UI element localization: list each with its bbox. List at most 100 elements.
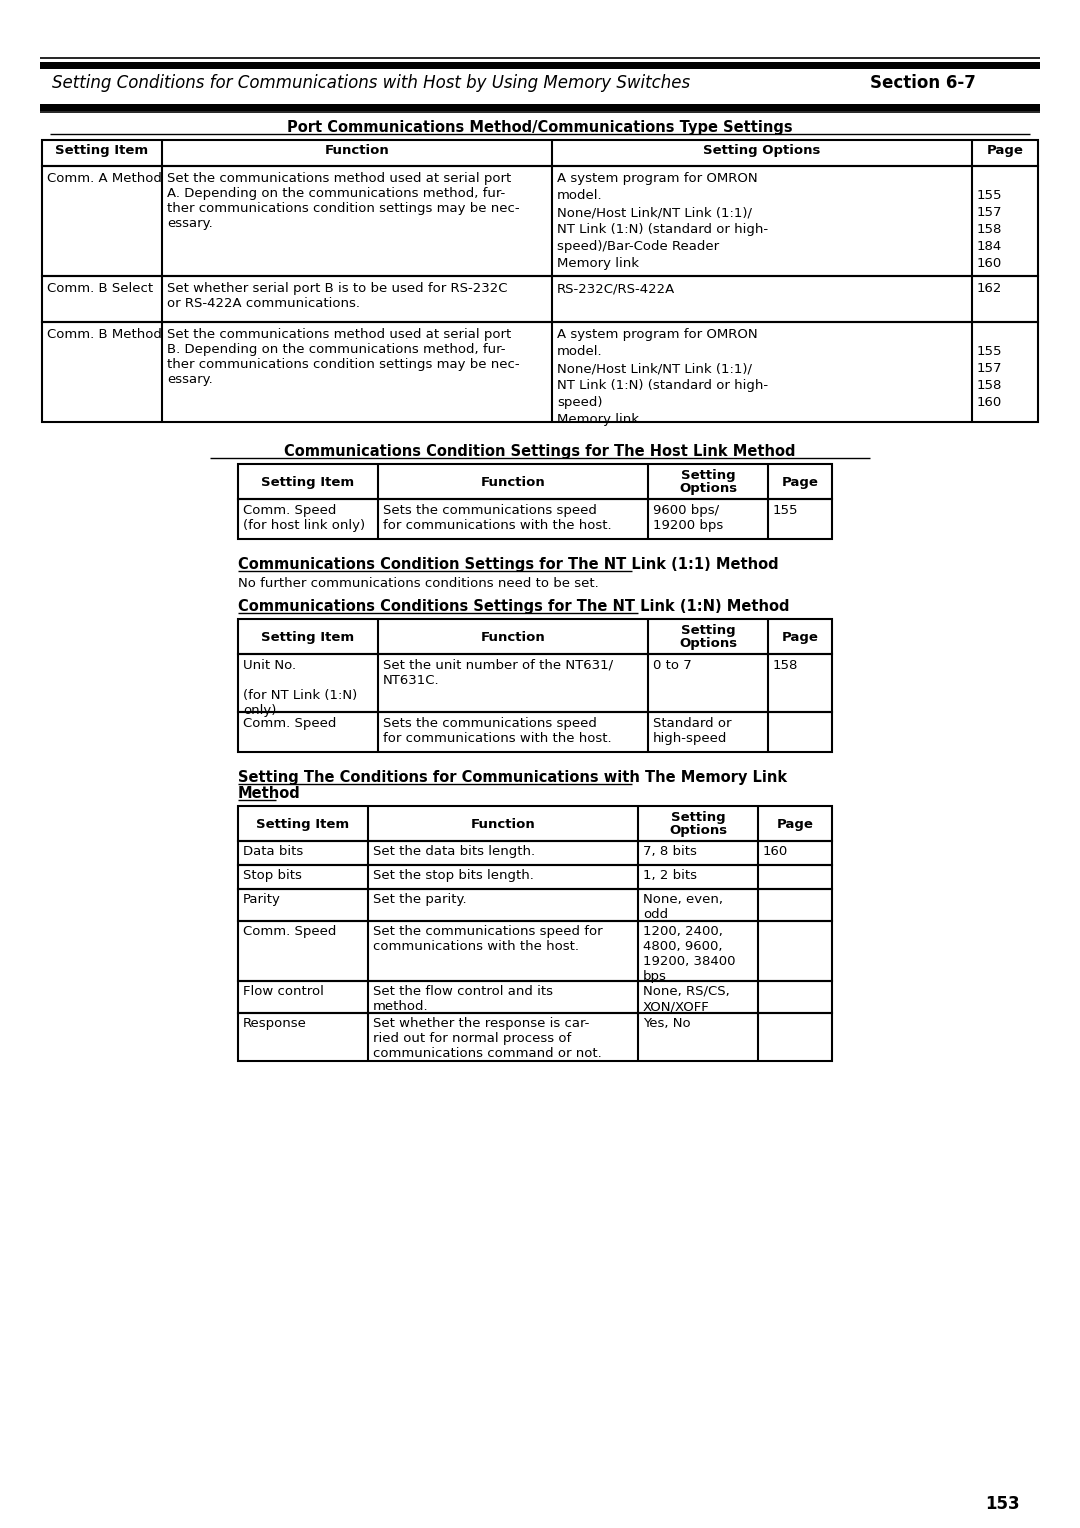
Text: Page: Page xyxy=(777,817,813,831)
Text: Setting Item: Setting Item xyxy=(256,817,350,831)
Text: Page: Page xyxy=(782,631,819,643)
Text: Comm. Speed: Comm. Speed xyxy=(243,717,336,730)
Text: NT Link (1:N) (standard or high-: NT Link (1:N) (standard or high- xyxy=(557,379,768,393)
Bar xyxy=(42,322,1038,422)
Text: 1200, 2400,
4800, 9600,
19200, 38400
bps: 1200, 2400, 4800, 9600, 19200, 38400 bps xyxy=(643,924,735,983)
Text: Setting: Setting xyxy=(680,623,735,637)
Text: Setting Options: Setting Options xyxy=(703,144,821,157)
Text: Function: Function xyxy=(471,817,536,831)
Text: Communications Condition Settings for The NT Link (1:1) Method: Communications Condition Settings for Th… xyxy=(238,558,779,571)
Bar xyxy=(238,840,832,865)
Text: No further communications conditions need to be set.: No further communications conditions nee… xyxy=(238,578,598,590)
Bar xyxy=(238,981,832,1013)
Text: Set the unit number of the NT631/
NT631C.: Set the unit number of the NT631/ NT631C… xyxy=(383,659,613,688)
Bar xyxy=(238,1013,832,1060)
Text: Comm. Speed
(for host link only): Comm. Speed (for host link only) xyxy=(243,504,365,532)
Text: A system program for OMRON: A system program for OMRON xyxy=(557,329,758,341)
Bar xyxy=(42,167,1038,277)
Bar xyxy=(238,465,832,500)
Bar xyxy=(238,805,832,840)
Text: 158: 158 xyxy=(773,659,798,672)
Text: Sets the communications speed
for communications with the host.: Sets the communications speed for commun… xyxy=(383,717,611,746)
Text: Communications Conditions Settings for The NT Link (1:N) Method: Communications Conditions Settings for T… xyxy=(238,599,789,614)
Text: Sets the communications speed
for communications with the host.: Sets the communications speed for commun… xyxy=(383,504,611,532)
Bar xyxy=(238,712,832,752)
Bar xyxy=(42,141,1038,167)
Text: 7, 8 bits: 7, 8 bits xyxy=(643,845,697,859)
Text: Section 6-7: Section 6-7 xyxy=(870,73,976,92)
Bar xyxy=(238,865,832,889)
Text: Yes, No: Yes, No xyxy=(643,1018,690,1030)
Text: 153: 153 xyxy=(985,1494,1020,1513)
Text: Set the data bits length.: Set the data bits length. xyxy=(373,845,535,859)
Text: Setting Conditions for Communications with Host by Using Memory Switches: Setting Conditions for Communications wi… xyxy=(52,73,690,92)
Text: 1, 2 bits: 1, 2 bits xyxy=(643,869,697,882)
Text: 157: 157 xyxy=(977,206,1002,219)
Text: Set the communications method used at serial port
B. Depending on the communicat: Set the communications method used at se… xyxy=(167,329,519,387)
Text: 0 to 7: 0 to 7 xyxy=(653,659,692,672)
Text: Setting The Conditions for Communications with The Memory Link: Setting The Conditions for Communication… xyxy=(238,770,787,785)
Text: 157: 157 xyxy=(977,362,1002,374)
Text: Options: Options xyxy=(679,481,737,495)
Text: 160: 160 xyxy=(977,257,1002,270)
Text: Unit No.

(for NT Link (1:N)
only): Unit No. (for NT Link (1:N) only) xyxy=(243,659,357,717)
Text: 155: 155 xyxy=(977,189,1002,202)
Bar xyxy=(42,277,1038,322)
Text: model.: model. xyxy=(557,189,603,202)
Text: Setting: Setting xyxy=(671,811,726,824)
Text: Data bits: Data bits xyxy=(243,845,303,859)
Text: 158: 158 xyxy=(977,223,1002,235)
Text: Setting: Setting xyxy=(680,469,735,481)
Text: Communications Condition Settings for The Host Link Method: Communications Condition Settings for Th… xyxy=(284,445,796,458)
Text: speed)/Bar-Code Reader: speed)/Bar-Code Reader xyxy=(557,240,719,254)
Text: Port Communications Method/Communications Type Settings: Port Communications Method/Communication… xyxy=(287,121,793,134)
Text: speed): speed) xyxy=(557,396,603,410)
Text: Memory link: Memory link xyxy=(557,257,639,270)
Text: Function: Function xyxy=(481,631,545,643)
Text: Comm. A Method: Comm. A Method xyxy=(48,173,162,185)
Text: Function: Function xyxy=(481,477,545,489)
Text: 155: 155 xyxy=(977,345,1002,358)
Text: Set the communications speed for
communications with the host.: Set the communications speed for communi… xyxy=(373,924,603,953)
Text: Standard or
high-speed: Standard or high-speed xyxy=(653,717,731,746)
Bar xyxy=(238,619,832,654)
Text: None/Host Link/NT Link (1:1)/: None/Host Link/NT Link (1:1)/ xyxy=(557,206,752,219)
Text: Set whether serial port B is to be used for RS-232C
or RS-422A communications.: Set whether serial port B is to be used … xyxy=(167,283,508,310)
Bar xyxy=(238,889,832,921)
Text: 158: 158 xyxy=(977,379,1002,393)
Text: 162: 162 xyxy=(977,283,1002,295)
Text: Page: Page xyxy=(986,144,1024,157)
Text: A system program for OMRON: A system program for OMRON xyxy=(557,173,758,185)
Text: Parity: Parity xyxy=(243,892,281,906)
Text: Comm. B Select: Comm. B Select xyxy=(48,283,153,295)
Text: Comm. B Method: Comm. B Method xyxy=(48,329,162,341)
Text: Response: Response xyxy=(243,1018,307,1030)
Text: Set whether the response is car-
ried out for normal process of
communications c: Set whether the response is car- ried ou… xyxy=(373,1018,602,1060)
Bar xyxy=(40,104,1040,112)
Text: Memory link: Memory link xyxy=(557,413,639,426)
Text: None, RS/CS,
XON/XOFF: None, RS/CS, XON/XOFF xyxy=(643,986,730,1013)
Text: 160: 160 xyxy=(977,396,1002,410)
Text: Set the stop bits length.: Set the stop bits length. xyxy=(373,869,534,882)
Text: Page: Page xyxy=(782,477,819,489)
Text: model.: model. xyxy=(557,345,603,358)
Text: Setting Item: Setting Item xyxy=(261,631,354,643)
Text: 155: 155 xyxy=(773,504,798,516)
Text: Method: Method xyxy=(238,785,300,801)
Text: Set the parity.: Set the parity. xyxy=(373,892,467,906)
Text: Comm. Speed: Comm. Speed xyxy=(243,924,336,938)
Text: 184: 184 xyxy=(977,240,1002,254)
Text: None/Host Link/NT Link (1:1)/: None/Host Link/NT Link (1:1)/ xyxy=(557,362,752,374)
Text: NT Link (1:N) (standard or high-: NT Link (1:N) (standard or high- xyxy=(557,223,768,235)
Bar xyxy=(238,654,832,712)
Bar xyxy=(40,63,1040,69)
Text: Stop bits: Stop bits xyxy=(243,869,302,882)
Bar xyxy=(238,921,832,981)
Text: Flow control: Flow control xyxy=(243,986,324,998)
Text: Options: Options xyxy=(679,637,737,649)
Text: 160: 160 xyxy=(762,845,788,859)
Text: Setting Item: Setting Item xyxy=(261,477,354,489)
Text: Set the communications method used at serial port
A. Depending on the communicat: Set the communications method used at se… xyxy=(167,173,519,231)
Text: None, even,
odd: None, even, odd xyxy=(643,892,723,921)
Text: Options: Options xyxy=(669,824,727,837)
